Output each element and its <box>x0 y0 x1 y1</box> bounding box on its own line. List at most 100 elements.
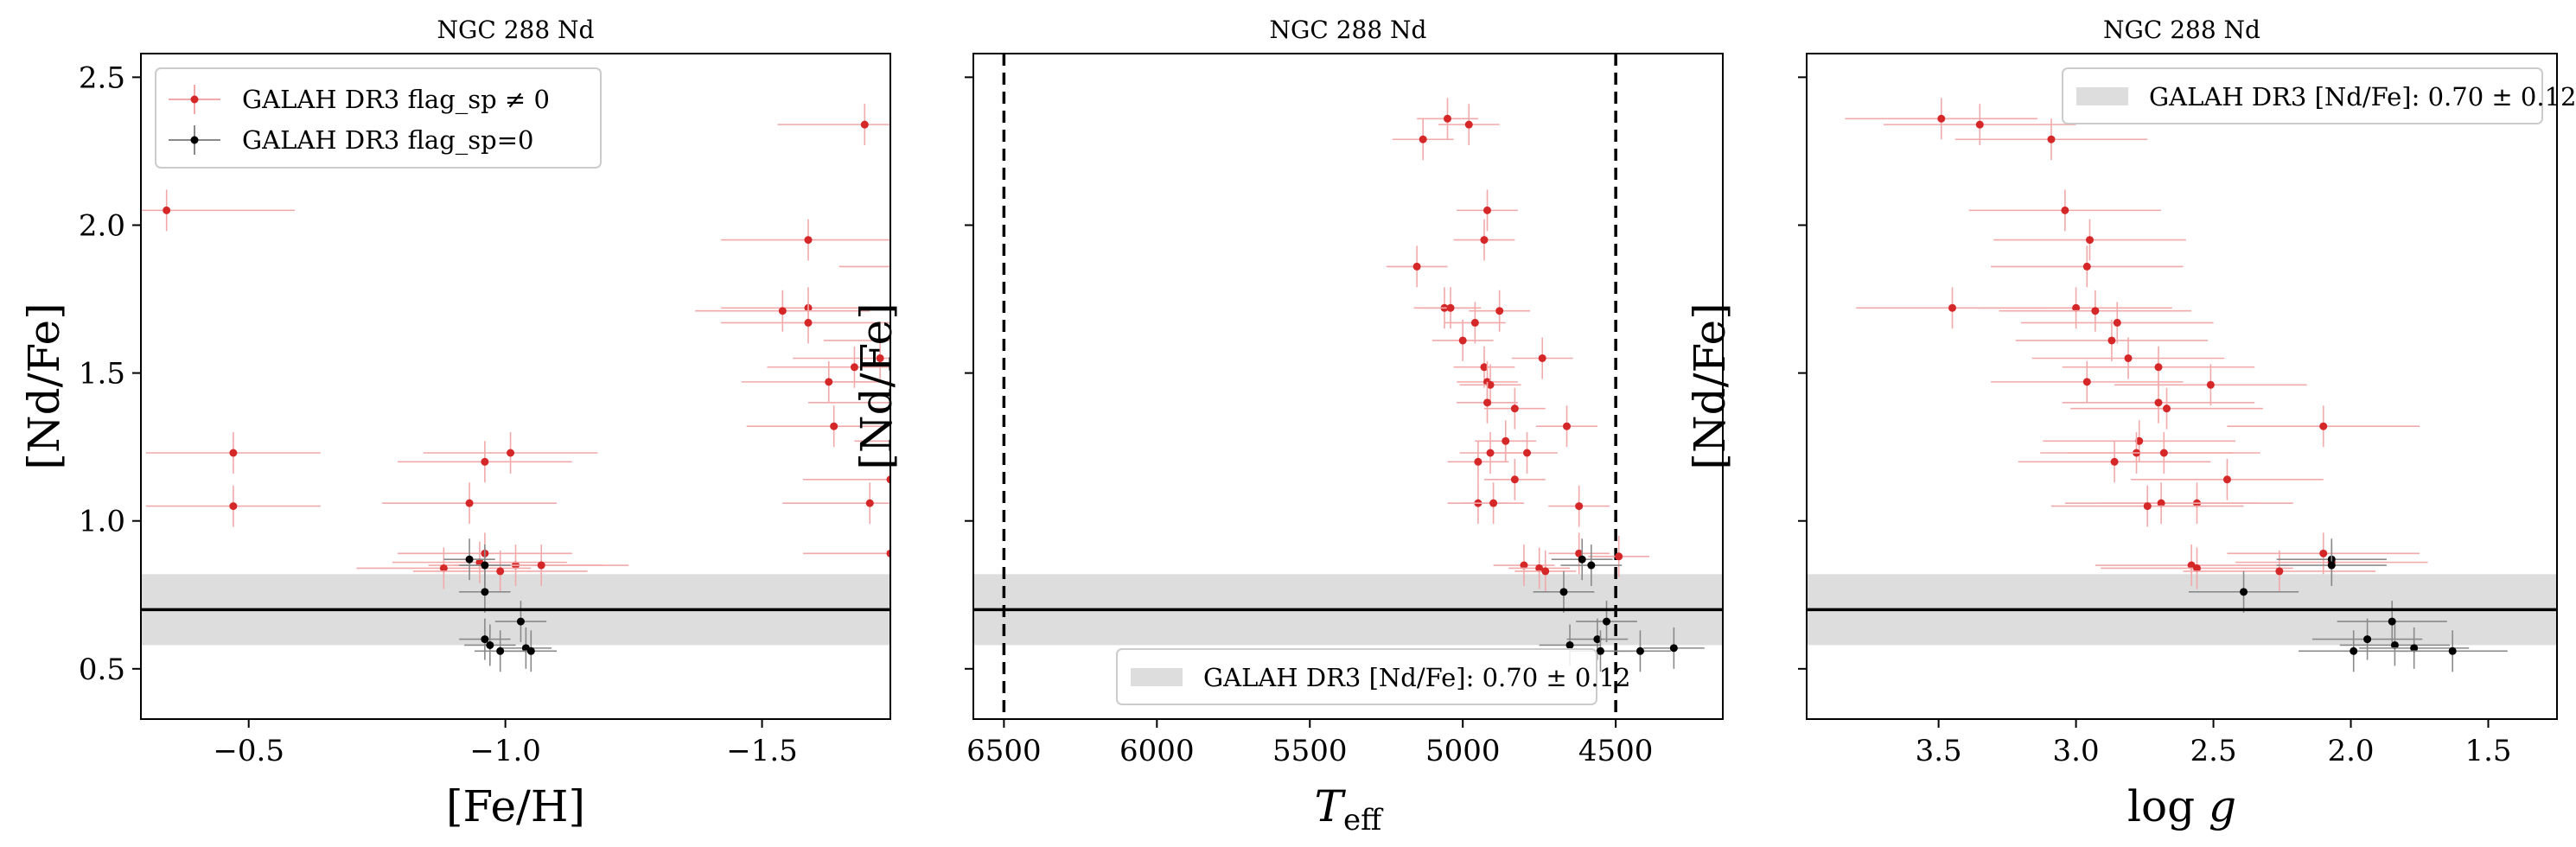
marker <box>1937 114 1946 123</box>
marker <box>2240 588 2248 596</box>
axes-frame <box>140 53 891 720</box>
data-point <box>1576 601 1637 643</box>
data-point <box>1560 544 1623 586</box>
data-point <box>145 432 321 474</box>
x-tick-label: 2.5 <box>2190 734 2237 768</box>
data-point <box>2131 458 2324 500</box>
marker <box>2072 303 2081 312</box>
marker <box>2390 640 2399 649</box>
data-point <box>382 482 558 525</box>
marker <box>2082 262 2091 271</box>
legend: GALAH DR3 flag_sp ≠ 0 GALAH DR3 flag_sp=0 <box>155 67 602 169</box>
legend-box <box>2062 67 2543 124</box>
data-point <box>1511 337 1573 379</box>
data-point <box>1496 432 1558 474</box>
y-tick-label: 0.5 <box>79 653 125 687</box>
data-point <box>1954 118 2148 161</box>
marker <box>1559 588 1568 596</box>
marker <box>465 555 474 564</box>
data-point <box>1459 364 1521 406</box>
marker <box>507 449 515 457</box>
data-point <box>1508 547 1571 589</box>
marker <box>778 307 787 315</box>
marker <box>953 304 961 312</box>
legend: GALAH DR3 [Nd/Fe]: 0.70 ± 0.12 <box>1116 648 1630 705</box>
series-flag-zero <box>1533 538 1705 672</box>
data-point <box>1548 485 1610 527</box>
marker <box>2135 436 2144 445</box>
data-point <box>464 624 516 666</box>
data-point <box>1514 550 1577 592</box>
legend-patch <box>2076 87 2128 105</box>
series-flag-zero <box>443 538 558 672</box>
data-point <box>1483 387 1546 430</box>
data-point <box>1463 482 1524 525</box>
marker <box>2275 567 2284 576</box>
legend-box <box>155 67 602 169</box>
data-point <box>2068 432 2260 474</box>
panel-title: NGC 288 Nd <box>2103 16 2260 44</box>
series-flag-zero <box>2188 538 2508 672</box>
marker <box>481 635 489 644</box>
axes-frame <box>972 53 1724 720</box>
x-tick-label: −1.5 <box>726 734 798 768</box>
legend: GALAH DR3 [Nd/Fe]: 0.70 ± 0.12 <box>2062 67 2576 124</box>
marker <box>481 457 489 466</box>
data-point <box>423 432 598 474</box>
data-point <box>721 219 890 261</box>
marker <box>1575 502 1584 511</box>
y-tick-label: 1.0 <box>79 505 125 539</box>
data-point <box>1453 219 1515 261</box>
data-point <box>1968 189 2162 232</box>
x-tick-label: 3.5 <box>1916 734 1962 768</box>
data-point <box>2339 624 2450 666</box>
data-point <box>2031 337 2225 379</box>
data-point <box>803 458 890 500</box>
marker <box>917 378 925 385</box>
data-point <box>2018 441 2211 483</box>
data-point <box>459 618 511 660</box>
marker <box>481 588 489 596</box>
marker <box>1615 552 1623 561</box>
data-point <box>1642 627 1705 669</box>
marker <box>1563 422 1572 430</box>
panel-title: NGC 288 Nd <box>437 16 595 44</box>
marker <box>2448 646 2457 655</box>
marker <box>1412 262 1421 271</box>
y-axis-label: [Nd/Fe] <box>1685 302 1735 469</box>
marker <box>1510 475 1519 484</box>
marker <box>825 378 833 386</box>
marker <box>1538 353 1546 362</box>
plot-area <box>973 54 1723 719</box>
data-point <box>838 265 890 268</box>
x-tick-label: 2.0 <box>2327 734 2374 768</box>
x-tick-label: 1.5 <box>2464 734 2511 768</box>
marker <box>850 363 858 372</box>
marker <box>2388 617 2396 626</box>
marker <box>516 617 525 626</box>
data-point <box>1999 290 2192 332</box>
marker <box>804 318 813 327</box>
x-tick-label: 6000 <box>1119 734 1195 768</box>
marker <box>2061 206 2069 214</box>
data-point <box>721 302 890 344</box>
legend-label: GALAH DR3 flag_sp ≠ 0 <box>242 85 550 115</box>
data-point <box>1483 458 1546 500</box>
marker <box>1444 114 1452 123</box>
marker <box>496 646 505 655</box>
data-point <box>1536 405 1597 448</box>
marker <box>2110 457 2119 466</box>
series-flag-nonzero <box>141 104 961 592</box>
data-point <box>2188 570 2299 613</box>
marker <box>2327 561 2336 570</box>
panel-1: 0.5 1.0 1.5 2.0 2.5 −0.5 −1.0 −1.5 NGC 288 Nd [Nd… <box>19 16 961 831</box>
data-point <box>2062 381 2255 424</box>
marker <box>481 561 489 570</box>
legend-marker <box>190 136 199 144</box>
data-point <box>1392 118 1454 161</box>
data-point <box>474 630 526 672</box>
legend-label: GALAH DR3 [Nd/Fe]: 0.70 ± 0.12 <box>2149 82 2576 111</box>
marker <box>1535 564 1544 572</box>
marker <box>2319 422 2328 430</box>
marker <box>1636 646 1644 655</box>
